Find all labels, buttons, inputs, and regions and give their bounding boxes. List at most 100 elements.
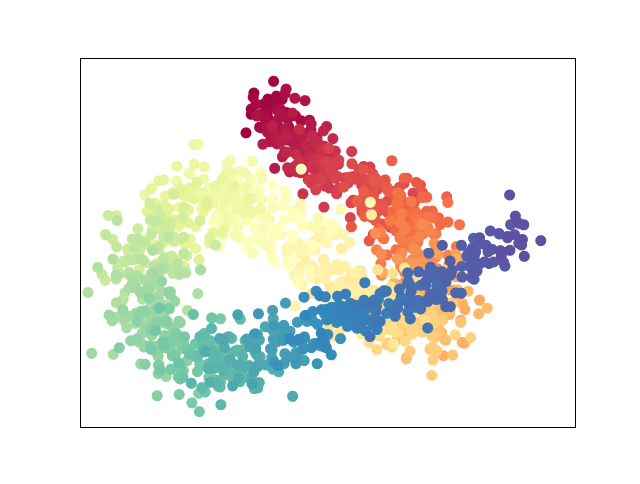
scatter-point <box>319 156 331 168</box>
scatter-point <box>215 399 227 411</box>
scatter-point <box>324 227 336 239</box>
scatter-point <box>474 294 485 306</box>
scatter-point <box>482 246 494 258</box>
scatter-point <box>139 358 151 370</box>
scatter-point <box>82 287 94 298</box>
scatter-point <box>493 228 505 239</box>
scatter-point <box>456 261 468 272</box>
scatter-point <box>194 215 206 227</box>
scatter-point <box>375 248 387 260</box>
scatter-point <box>160 315 172 327</box>
scatter-point <box>331 170 343 182</box>
scatter-point <box>455 239 467 251</box>
scatter-point <box>178 231 190 243</box>
scatter-point <box>314 290 326 302</box>
scatter-point <box>473 308 485 320</box>
scatter-point <box>352 286 364 298</box>
scatter-point <box>151 390 163 402</box>
scatter-point <box>279 214 291 226</box>
scatter-point <box>172 258 184 269</box>
scatter-point <box>168 188 180 200</box>
scatter-point <box>327 133 339 145</box>
scatter-point <box>231 359 243 371</box>
scatter-point <box>267 304 279 316</box>
scatter-point <box>224 154 236 166</box>
scatter-point <box>358 163 370 175</box>
scatter-point <box>413 266 425 278</box>
scatter-point <box>336 243 347 255</box>
scatter-point <box>158 253 170 265</box>
scatter-point <box>246 206 258 218</box>
scatter-point <box>342 312 354 324</box>
scatter-point <box>292 277 304 288</box>
scatter-point <box>277 200 288 212</box>
scatter-point <box>337 228 349 240</box>
scatter-point <box>442 197 454 208</box>
scatter-point <box>455 287 467 299</box>
scatter-point <box>412 294 424 306</box>
scatter-point <box>163 230 174 242</box>
scatter-point <box>297 220 309 232</box>
scatter-point <box>272 360 284 372</box>
scatter-point <box>468 250 480 261</box>
scatter-point <box>416 218 428 230</box>
scatter-point <box>163 303 175 315</box>
scatter-point <box>246 378 258 390</box>
scatter-point <box>330 312 342 324</box>
scatter-point <box>196 382 208 394</box>
scatter-point <box>256 194 268 206</box>
scatter-point <box>306 162 318 174</box>
scatter-point <box>311 318 323 330</box>
scatter-point <box>267 333 279 345</box>
scatter-point <box>342 320 353 332</box>
scatter-point <box>343 171 355 183</box>
scatter-point <box>191 176 203 188</box>
scatter-point <box>372 264 384 276</box>
scatter-point <box>488 256 500 268</box>
scatter-point <box>318 201 330 213</box>
scatter-point <box>163 203 175 215</box>
scatter-point <box>111 215 123 226</box>
scatter-point <box>246 155 258 167</box>
scatter-point <box>447 349 459 361</box>
scatter-point <box>323 142 335 154</box>
scatter-point <box>504 244 516 256</box>
scatter-point <box>133 233 145 245</box>
scatter-point <box>188 139 200 151</box>
scatter-point <box>268 320 280 332</box>
scatter-point <box>382 185 394 197</box>
scatter-point <box>371 344 383 356</box>
scatter-point <box>259 321 271 333</box>
scatter-point <box>248 366 260 378</box>
scatter-point <box>216 226 228 238</box>
scatter-point <box>426 370 438 381</box>
scatter-point <box>474 258 486 270</box>
scatter-point <box>364 331 376 343</box>
scatter-point <box>258 98 270 110</box>
scatter-point <box>191 366 203 378</box>
scatter-point <box>386 155 398 167</box>
scatter-point <box>337 301 349 313</box>
scatter-point <box>299 95 311 107</box>
scatter-point <box>198 161 210 173</box>
scatter-point <box>280 297 291 309</box>
scatter-point <box>160 218 172 230</box>
scatter-point <box>268 230 280 242</box>
scatter-point <box>199 346 211 358</box>
scatter-point <box>229 193 241 205</box>
scatter-point <box>393 283 405 295</box>
scatter-point <box>257 224 269 235</box>
scatter-point <box>440 334 452 346</box>
scatter-point <box>352 195 363 207</box>
scatter-point <box>504 189 516 201</box>
scatter-point <box>454 219 465 231</box>
scatter-point <box>178 331 190 343</box>
scatter-point <box>176 212 188 224</box>
scatter-point <box>183 182 195 194</box>
scatter-point <box>290 358 302 370</box>
scatter-point <box>442 216 454 228</box>
scatter-point <box>505 219 517 231</box>
scatter-point <box>259 239 270 251</box>
scatter-point <box>317 125 329 137</box>
